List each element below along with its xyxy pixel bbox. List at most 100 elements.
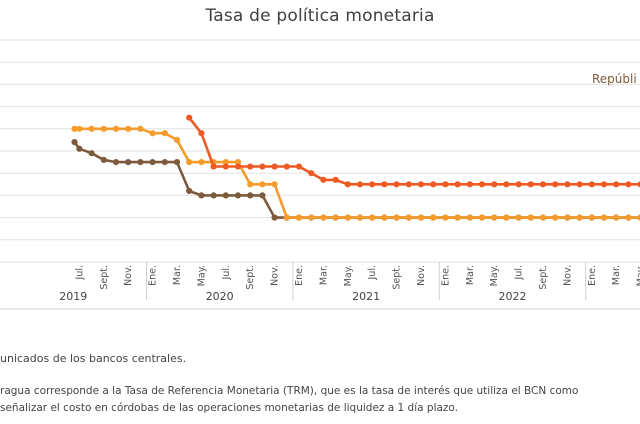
data-point <box>271 181 278 188</box>
data-point <box>320 176 327 183</box>
data-point <box>613 214 620 221</box>
data-point <box>259 163 266 170</box>
x-tick-label: Jul. <box>221 265 232 280</box>
series-line <box>74 127 640 219</box>
x-tick-label: Nov. <box>270 265 281 286</box>
x-tick-label: Ene. <box>587 265 598 286</box>
data-point <box>576 181 583 188</box>
data-point <box>625 214 632 221</box>
x-tick-label: May. <box>196 265 207 286</box>
footnote-line-2: señalizar el costo en córdobas de las op… <box>0 402 459 414</box>
data-point <box>186 159 193 166</box>
data-point <box>112 125 120 132</box>
data-point <box>527 214 534 221</box>
x-tick-label: Mar. <box>318 265 329 285</box>
x-tick-label: Sept. <box>245 265 256 290</box>
data-point <box>259 181 266 188</box>
source-note: unicados de los bancos centrales. <box>0 352 187 365</box>
data-point <box>356 214 364 221</box>
data-point <box>491 214 498 221</box>
data-point <box>222 159 229 166</box>
data-point <box>332 214 339 221</box>
data-point <box>137 125 144 132</box>
data-point <box>588 214 595 221</box>
x-tick-label: Mar. <box>611 265 622 285</box>
year-label: 2022 <box>499 290 527 303</box>
data-point <box>430 214 437 221</box>
data-point <box>454 214 461 221</box>
data-point <box>88 150 95 157</box>
x-tick-label: Nov. <box>562 265 573 286</box>
data-point <box>234 159 242 166</box>
data-point <box>564 214 571 221</box>
data-point <box>71 125 78 132</box>
line-chart: Jul. Sept. Nov. Ene. Mar. May. Jul. Sept. Nov. En… <box>0 39 640 310</box>
data-point <box>186 187 193 195</box>
data-point <box>466 214 473 221</box>
data-point <box>308 170 315 177</box>
x-tick-label: Ene. <box>294 265 305 286</box>
data-point <box>149 159 156 166</box>
x-tick-label: Nov. <box>123 265 134 286</box>
data-point <box>613 181 620 188</box>
data-point <box>442 181 449 188</box>
data-point <box>515 181 522 188</box>
series-line <box>188 116 640 186</box>
x-tick-label: Jul. <box>74 265 85 280</box>
data-point <box>637 214 640 221</box>
data-point <box>210 192 217 199</box>
data-point <box>161 159 168 166</box>
data-point <box>417 181 425 188</box>
data-point <box>588 181 595 188</box>
x-tick-label: Jul. <box>514 265 525 280</box>
data-point <box>283 214 290 221</box>
x-tick-label: Sept. <box>392 265 403 290</box>
data-point <box>295 214 303 221</box>
x-tick-label: Ene. <box>440 265 451 286</box>
data-point <box>478 181 486 188</box>
data-point <box>430 181 437 188</box>
data-point <box>100 125 107 132</box>
data-point <box>466 181 473 188</box>
data-point <box>198 192 205 199</box>
year-label: 2019 <box>59 290 87 303</box>
data-point <box>527 181 534 188</box>
data-point <box>247 181 254 188</box>
data-point <box>112 159 120 166</box>
data-point <box>259 192 266 199</box>
data-point <box>600 181 608 188</box>
data-point <box>356 181 364 188</box>
data-point <box>515 214 522 221</box>
data-point <box>222 163 229 170</box>
data-point <box>125 125 132 132</box>
data-point <box>539 181 547 188</box>
chart-title: Tasa de política monetaria <box>205 6 435 26</box>
data-point <box>76 125 83 132</box>
data-point <box>320 214 327 221</box>
data-point <box>247 163 254 170</box>
data-point <box>503 214 510 221</box>
x-tick-label: Ene. <box>148 265 159 286</box>
data-point <box>100 156 107 163</box>
data-point <box>222 192 229 199</box>
data-point <box>381 214 388 221</box>
data-point <box>234 192 242 199</box>
footnote-line-1: ragua corresponde a la Tasa de Referenci… <box>0 385 579 397</box>
data-point <box>173 136 181 143</box>
series-line <box>73 141 640 219</box>
data-point <box>186 114 193 121</box>
data-point <box>625 181 632 188</box>
data-point <box>344 214 351 221</box>
data-point <box>198 130 205 137</box>
data-point <box>271 214 278 221</box>
data-point <box>552 181 559 188</box>
data-point <box>564 181 571 188</box>
year-label: 2021 <box>352 290 380 303</box>
x-tick-label: May. <box>489 265 500 286</box>
year-label: 2020 <box>206 290 234 303</box>
data-point <box>381 181 388 188</box>
x-tick-label: May. <box>343 265 354 286</box>
data-point <box>234 163 242 170</box>
data-point <box>271 163 278 170</box>
x-tick-label: Mar. <box>172 265 183 285</box>
